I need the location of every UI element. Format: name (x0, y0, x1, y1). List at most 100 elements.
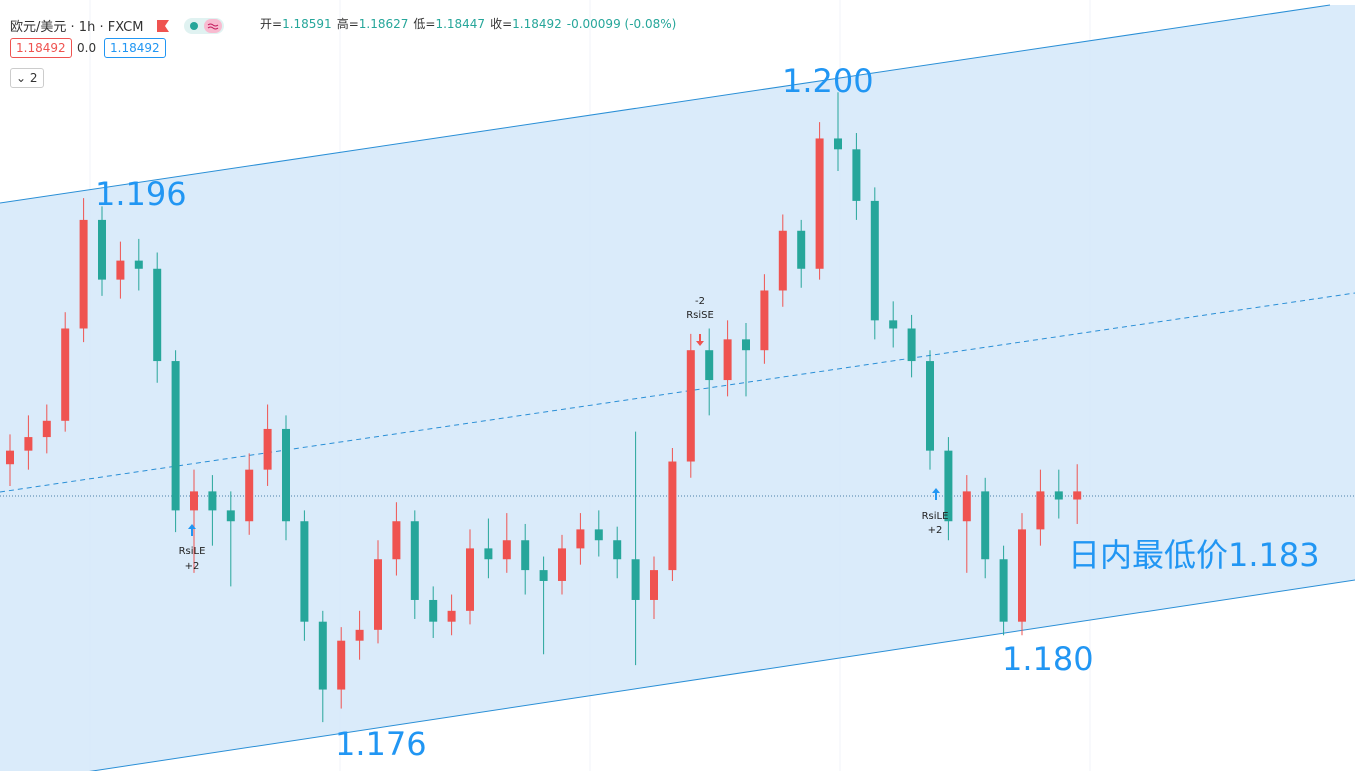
source: FXCM (107, 20, 144, 35)
candle-body (153, 268, 162, 362)
symbol-info: 欧元/美元 · 1h · FXCM (10, 13, 224, 35)
candle-body (999, 559, 1008, 622)
signal-qty: +2 (185, 561, 200, 572)
signal-arrow (932, 488, 940, 500)
candle-body (282, 428, 290, 522)
candle-body (24, 437, 33, 451)
signal-arrow (696, 334, 704, 346)
channel-upper (0, 4, 1331, 204)
candle-body (797, 230, 806, 269)
signal-label: RsiSE (686, 310, 714, 321)
spread: 0.0 (77, 41, 97, 55)
candle-body (668, 461, 677, 571)
candle-body (962, 491, 971, 522)
candle-body (1073, 491, 1082, 500)
candle-body (650, 570, 658, 600)
ohlc-value: 1.18492 (512, 17, 562, 31)
candle-body (79, 219, 88, 329)
candle-body (742, 339, 750, 351)
candle-body (374, 559, 382, 630)
candle-body (447, 610, 456, 622)
annotation: 1.196 (95, 175, 187, 213)
candle-body (392, 521, 401, 560)
annotation: 1.180 (1002, 640, 1094, 678)
candle-body (613, 540, 622, 560)
annotation: 1.176 (335, 725, 427, 763)
candle-body (558, 548, 566, 581)
ohlc-label: 开= (260, 17, 283, 31)
ohlc-legend: 开=1.18591 高=1.18627 低=1.18447 收=1.18492 -0.0… (260, 15, 676, 32)
candles (6, 92, 1082, 723)
candle-body (429, 599, 438, 622)
status-icons[interactable] (183, 17, 224, 35)
candle-body (705, 350, 714, 381)
ohlc-value: 1.18627 (358, 17, 409, 31)
channel-mid (0, 292, 1355, 493)
candle-body (245, 469, 254, 522)
candle-body (889, 320, 898, 329)
candle-body (760, 290, 769, 351)
signal-label: RsiLE (922, 511, 949, 522)
interval: 1h (78, 20, 96, 35)
candle-body (926, 361, 934, 451)
candle-body (1036, 491, 1045, 530)
candle-body (263, 428, 272, 470)
channel-fill (0, 5, 1355, 771)
candle-body (466, 548, 474, 611)
candle-body (355, 629, 364, 641)
candle-body (98, 219, 106, 280)
candle-body (300, 521, 309, 622)
candle-body (1054, 491, 1063, 500)
ohlc-label: 收= (490, 17, 513, 31)
candle-body (631, 559, 640, 600)
candle-body (539, 570, 548, 581)
annotation: 日内最低价1.183 (1068, 536, 1320, 574)
annotation: 1.200 (782, 62, 874, 100)
collapse-count: 2 (29, 71, 38, 85)
flag-icon[interactable] (156, 20, 170, 32)
candle-body (778, 230, 787, 291)
signal-qty: -2 (695, 296, 705, 307)
candle-body (594, 529, 603, 541)
candle-body (870, 200, 879, 321)
symbol: 欧元/美元 (10, 20, 67, 35)
candle-body (852, 149, 861, 201)
candle-body (6, 450, 14, 465)
candle-body (723, 339, 732, 381)
candle-body (502, 540, 511, 560)
candle-body (116, 260, 125, 280)
ohlc-value: 1.18447 (435, 17, 486, 31)
signal-qty: +2 (928, 525, 943, 536)
candle-body (981, 491, 990, 560)
candle-body (907, 328, 916, 362)
sell-price[interactable]: 1.18492 (10, 38, 72, 58)
change: -0.00099 (-0.08%) (566, 17, 677, 31)
candle-body (318, 621, 327, 690)
candle-body (944, 450, 953, 522)
candle-body (337, 640, 346, 690)
candle-body (61, 328, 70, 421)
candle-body (42, 420, 51, 438)
candle-body (521, 540, 530, 571)
buy-price[interactable]: 1.18492 (104, 38, 166, 58)
candle-body (190, 491, 198, 511)
candle-body (815, 138, 824, 269)
candle-body (171, 361, 180, 511)
candle-body (226, 510, 235, 522)
ohlc-label: 低= (413, 17, 436, 31)
signal-label: RsiLE (179, 546, 206, 557)
candle-body (208, 491, 217, 511)
candle-body (1018, 529, 1026, 622)
ohlc-value: 1.18591 (282, 17, 332, 31)
signal-arrow (188, 524, 196, 536)
channel-lower (89, 579, 1355, 771)
collapse-button[interactable]: ⌄ 2 (10, 68, 44, 88)
candle-body (686, 350, 695, 462)
ohlc-label: 高= (336, 17, 359, 31)
candle-body (410, 521, 419, 600)
candle-body (484, 548, 493, 560)
candle-body (134, 260, 143, 269)
candle-body (576, 529, 585, 549)
